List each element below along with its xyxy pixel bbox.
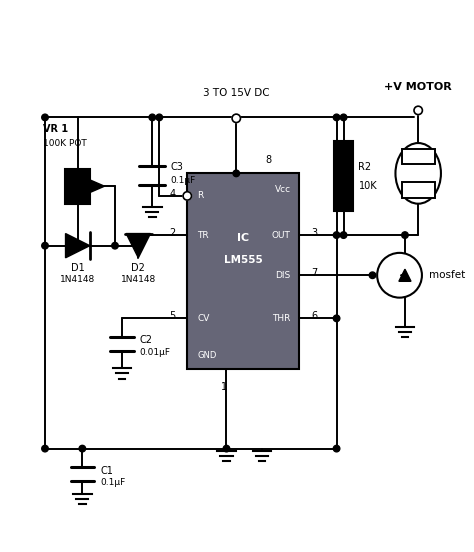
Text: OUT: OUT — [272, 231, 291, 240]
Text: 3 TO 15V DC: 3 TO 15V DC — [203, 88, 270, 98]
Text: 1N4148: 1N4148 — [60, 275, 95, 284]
Text: 7: 7 — [311, 268, 317, 278]
Bar — [187, 173, 299, 369]
Circle shape — [401, 232, 408, 238]
Text: 1: 1 — [221, 383, 227, 392]
Circle shape — [377, 253, 422, 298]
Circle shape — [232, 114, 240, 123]
Text: 5: 5 — [169, 311, 176, 321]
Polygon shape — [65, 233, 90, 258]
Text: 0.1μF: 0.1μF — [100, 478, 125, 487]
Circle shape — [135, 242, 142, 249]
Circle shape — [333, 445, 340, 452]
Text: mosfet: mosfet — [429, 270, 465, 280]
Polygon shape — [399, 269, 411, 282]
Circle shape — [42, 445, 48, 452]
Polygon shape — [126, 233, 150, 258]
Text: R: R — [198, 192, 204, 200]
Circle shape — [333, 315, 340, 322]
Text: C3: C3 — [170, 162, 183, 172]
Circle shape — [414, 106, 422, 115]
Text: R2: R2 — [358, 162, 372, 172]
Text: 8: 8 — [265, 155, 271, 165]
Text: D2: D2 — [131, 263, 145, 273]
Polygon shape — [91, 180, 104, 192]
Circle shape — [369, 272, 376, 279]
Text: IC: IC — [237, 233, 249, 243]
Text: 0.1μF: 0.1μF — [170, 176, 195, 185]
Circle shape — [156, 114, 163, 121]
Circle shape — [223, 445, 230, 452]
Text: 4: 4 — [170, 189, 176, 199]
Text: GND: GND — [198, 351, 217, 360]
Text: 6: 6 — [311, 311, 317, 321]
Text: LM555: LM555 — [224, 254, 263, 264]
Circle shape — [233, 170, 239, 177]
Bar — [401, 149, 435, 164]
Text: 100K POT: 100K POT — [43, 139, 86, 147]
Text: D1: D1 — [71, 263, 84, 273]
Ellipse shape — [395, 143, 441, 204]
Circle shape — [42, 114, 48, 121]
Bar — [334, 141, 353, 211]
Bar — [65, 169, 91, 204]
Text: 0.01μF: 0.01μF — [140, 348, 171, 357]
Text: C2: C2 — [140, 335, 153, 346]
Text: 10K: 10K — [358, 181, 377, 190]
Circle shape — [183, 192, 191, 200]
Text: DIS: DIS — [275, 270, 291, 280]
Text: 1N4148: 1N4148 — [121, 275, 156, 284]
Text: +V MOTOR: +V MOTOR — [384, 82, 452, 92]
Bar — [401, 183, 435, 198]
Circle shape — [42, 242, 48, 249]
Text: C1: C1 — [100, 465, 113, 475]
Circle shape — [340, 114, 347, 121]
Text: 2: 2 — [169, 228, 176, 238]
Text: 3: 3 — [311, 228, 317, 238]
Text: THR: THR — [273, 314, 291, 323]
Circle shape — [340, 232, 347, 238]
Circle shape — [79, 445, 86, 452]
Text: Vcc: Vcc — [275, 184, 291, 194]
Circle shape — [112, 242, 118, 249]
Circle shape — [149, 114, 155, 121]
Text: VR 1: VR 1 — [43, 124, 68, 134]
Text: CV: CV — [198, 314, 210, 323]
Circle shape — [333, 114, 340, 121]
Text: TR: TR — [198, 231, 209, 240]
Circle shape — [333, 232, 340, 238]
